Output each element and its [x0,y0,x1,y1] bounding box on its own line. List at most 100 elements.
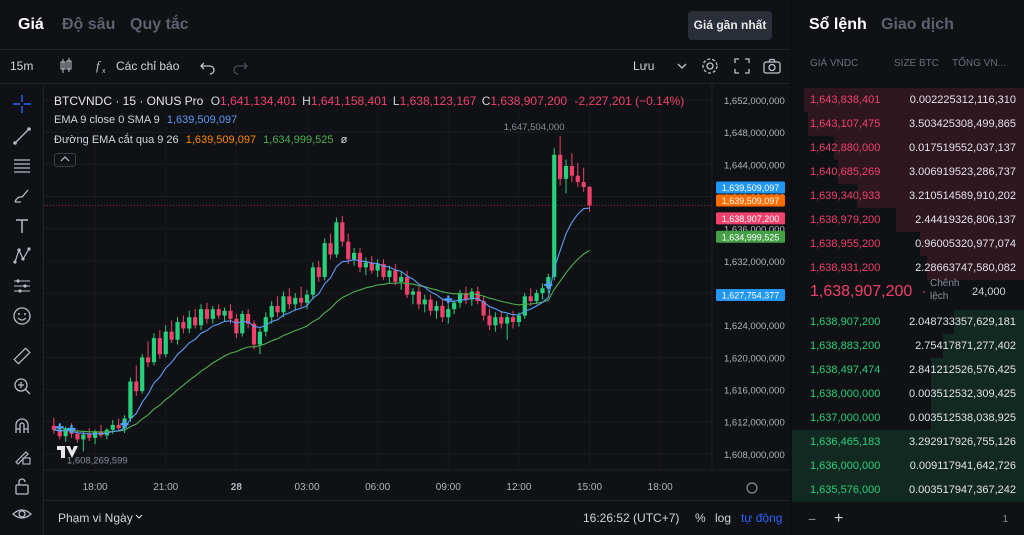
candle-body [410,291,416,295]
col-header-price: GIÁ VNDC [810,58,859,69]
candle-body [281,296,286,313]
row-price: 1,638,497,474 [810,364,881,376]
price-chart[interactable]: 1,652,000,000 1,648,000,000 1,644,000,000 1… [44,84,790,535]
candle-body [198,309,204,326]
depth-bar [926,256,1024,280]
camera-icon[interactable] [762,56,782,76]
depth-bar [954,310,1024,334]
ask-row[interactable]: 1,639,340,933 3.210514589,910,202 [792,184,1024,208]
ask-row[interactable]: 1,643,838,401 0.002225312,116,310 [792,88,1024,112]
undo-icon[interactable] [198,56,218,76]
collapse-legend-button[interactable] [54,153,76,167]
candle-body [210,309,215,319]
magnet-icon[interactable] [12,416,32,436]
lock-icon[interactable] [12,476,32,496]
row-price: 1,643,107,475 [810,118,881,130]
settings-gear-icon[interactable] [700,56,720,76]
log-toggle[interactable]: log [715,511,732,525]
visibility-eye-icon[interactable] [12,504,32,524]
x-tick-label: 15:00 [577,482,602,493]
tab-depth[interactable]: Độ sâu [62,16,116,33]
ema-cross-marker [444,295,453,304]
emoji-icon[interactable] [12,306,32,326]
tab-price[interactable]: Giá [18,16,44,33]
bid-row[interactable]: 1,638,883,200 2.75417871,277,402 [792,334,1024,358]
candle-body [457,293,463,303]
fullscreen-icon[interactable] [732,56,752,76]
pattern-icon[interactable] [12,246,32,266]
bid-row[interactable]: 1,636,465,183 3.292917926,755,126 [792,430,1024,454]
candle-body [499,317,504,324]
bid-row[interactable]: 1,638,000,000 0.003512532,309,425 [792,382,1024,406]
candle-body [393,270,398,282]
lock-pen-icon[interactable] [12,446,32,466]
candle-body [558,154,563,179]
ask-row[interactable]: 1,640,685,269 3.006919523,286,737 [792,160,1024,184]
candle-type-icon[interactable] [56,56,76,76]
row-size-total: 2.841212526,576,425 [908,364,1016,376]
bid-row[interactable]: 1,635,576,000 0.003517947,367,242 [792,478,1024,502]
redo-icon[interactable] [230,56,250,76]
row-price: 1,635,576,000 [810,484,881,496]
legend-symbol: BTCVNDC · 15 · ONUS Pro [54,94,204,108]
minus-icon[interactable]: − [808,511,817,527]
date-range-selector[interactable]: Phạm vi Ngày [58,511,133,525]
best-price-button[interactable]: Giá gần nhất [688,11,772,40]
ema-legend[interactable]: EMA 9 close 0 SMA 9 1,639,509,097 [54,114,237,126]
trend-line-icon[interactable] [12,126,32,146]
axis-price-label [716,212,785,225]
bid-row[interactable]: 1,638,907,200 2.048733357,629,181 [792,310,1024,334]
candle-body [234,318,239,334]
candle-body [151,338,157,363]
percent-toggle[interactable]: % [695,511,706,525]
text-tool-icon[interactable] [12,216,32,236]
ask-row[interactable]: 1,638,955,200 0.96005320,977,074 [792,232,1024,256]
zoom-in-icon[interactable] [12,376,32,396]
plus-icon[interactable]: + [834,510,844,527]
crosshair-icon[interactable] [12,94,32,114]
brush-icon[interactable] [12,186,32,206]
depth-bar [942,334,1024,358]
prediction-icon[interactable] [12,276,32,296]
ask-row[interactable]: 1,638,931,200 2.28663747,580,082 [792,256,1024,280]
x-tick-label: 18:00 [648,482,673,493]
ask-row[interactable]: 1,638,979,200 2.44419326,806,137 [792,208,1024,232]
bid-row[interactable]: 1,637,000,000 0.003512538,038,925 [792,406,1024,430]
horizontal-lines-icon[interactable] [12,156,32,176]
candle-body [275,305,280,313]
interval-selector[interactable]: 15m [10,59,34,73]
candle-body [246,313,251,324]
tab-trades[interactable]: Giao dịch [881,16,954,33]
y-tick-label: 1,636,000,000 [724,225,785,236]
auto-scale-toggle[interactable]: tự động [741,511,783,525]
row-size-total: 3.210514589,910,202 [908,190,1016,202]
precision-value[interactable]: 1 [1002,514,1008,525]
axis-price-label [716,181,785,194]
ask-row[interactable]: 1,642,880,000 0.017519552,037,137 [792,136,1024,160]
ema-cross-marker [544,281,553,290]
depth-bar [931,406,1024,430]
clock-time[interactable]: 16:26:52 (UTC+7) [583,511,680,525]
tab-rules[interactable]: Quy tắc [130,16,189,33]
candle-body [175,322,180,340]
candle-body [263,317,268,332]
main-tab-bar: Giá Độ sâu Quy tắc Giá gần nhất [0,0,790,50]
candle-body [351,252,357,260]
candle-body [269,305,274,318]
col-header-size: SIZE BTC [894,58,940,69]
candle-body [128,381,133,419]
bid-row[interactable]: 1,638,497,474 2.841212526,576,425 [792,358,1024,382]
bid-row[interactable]: 1,636,000,000 0.009117941,642,726 [792,454,1024,478]
ask-row[interactable]: 1,643,107,475 3.503425308,499,865 [792,112,1024,136]
ema-cross-legend[interactable]: Đường EMA cắt qua 9 26 1,639,509,097 1,6… [54,134,347,146]
chevron-down-icon[interactable] [134,511,144,525]
indicators-button[interactable]: Các chỉ báo [116,59,180,73]
tab-orderbook[interactable]: Sổ lệnh [809,16,867,33]
depth-bar [792,430,1024,454]
chevron-down-icon[interactable] [672,56,692,76]
row-size-total: 2.44419326,806,137 [915,214,1016,226]
chart-canvas[interactable]: 1,652,000,000 1,648,000,000 1,644,000,000 1… [44,84,790,500]
ruler-icon[interactable] [12,346,32,366]
save-button[interactable]: Lưu [633,59,655,73]
